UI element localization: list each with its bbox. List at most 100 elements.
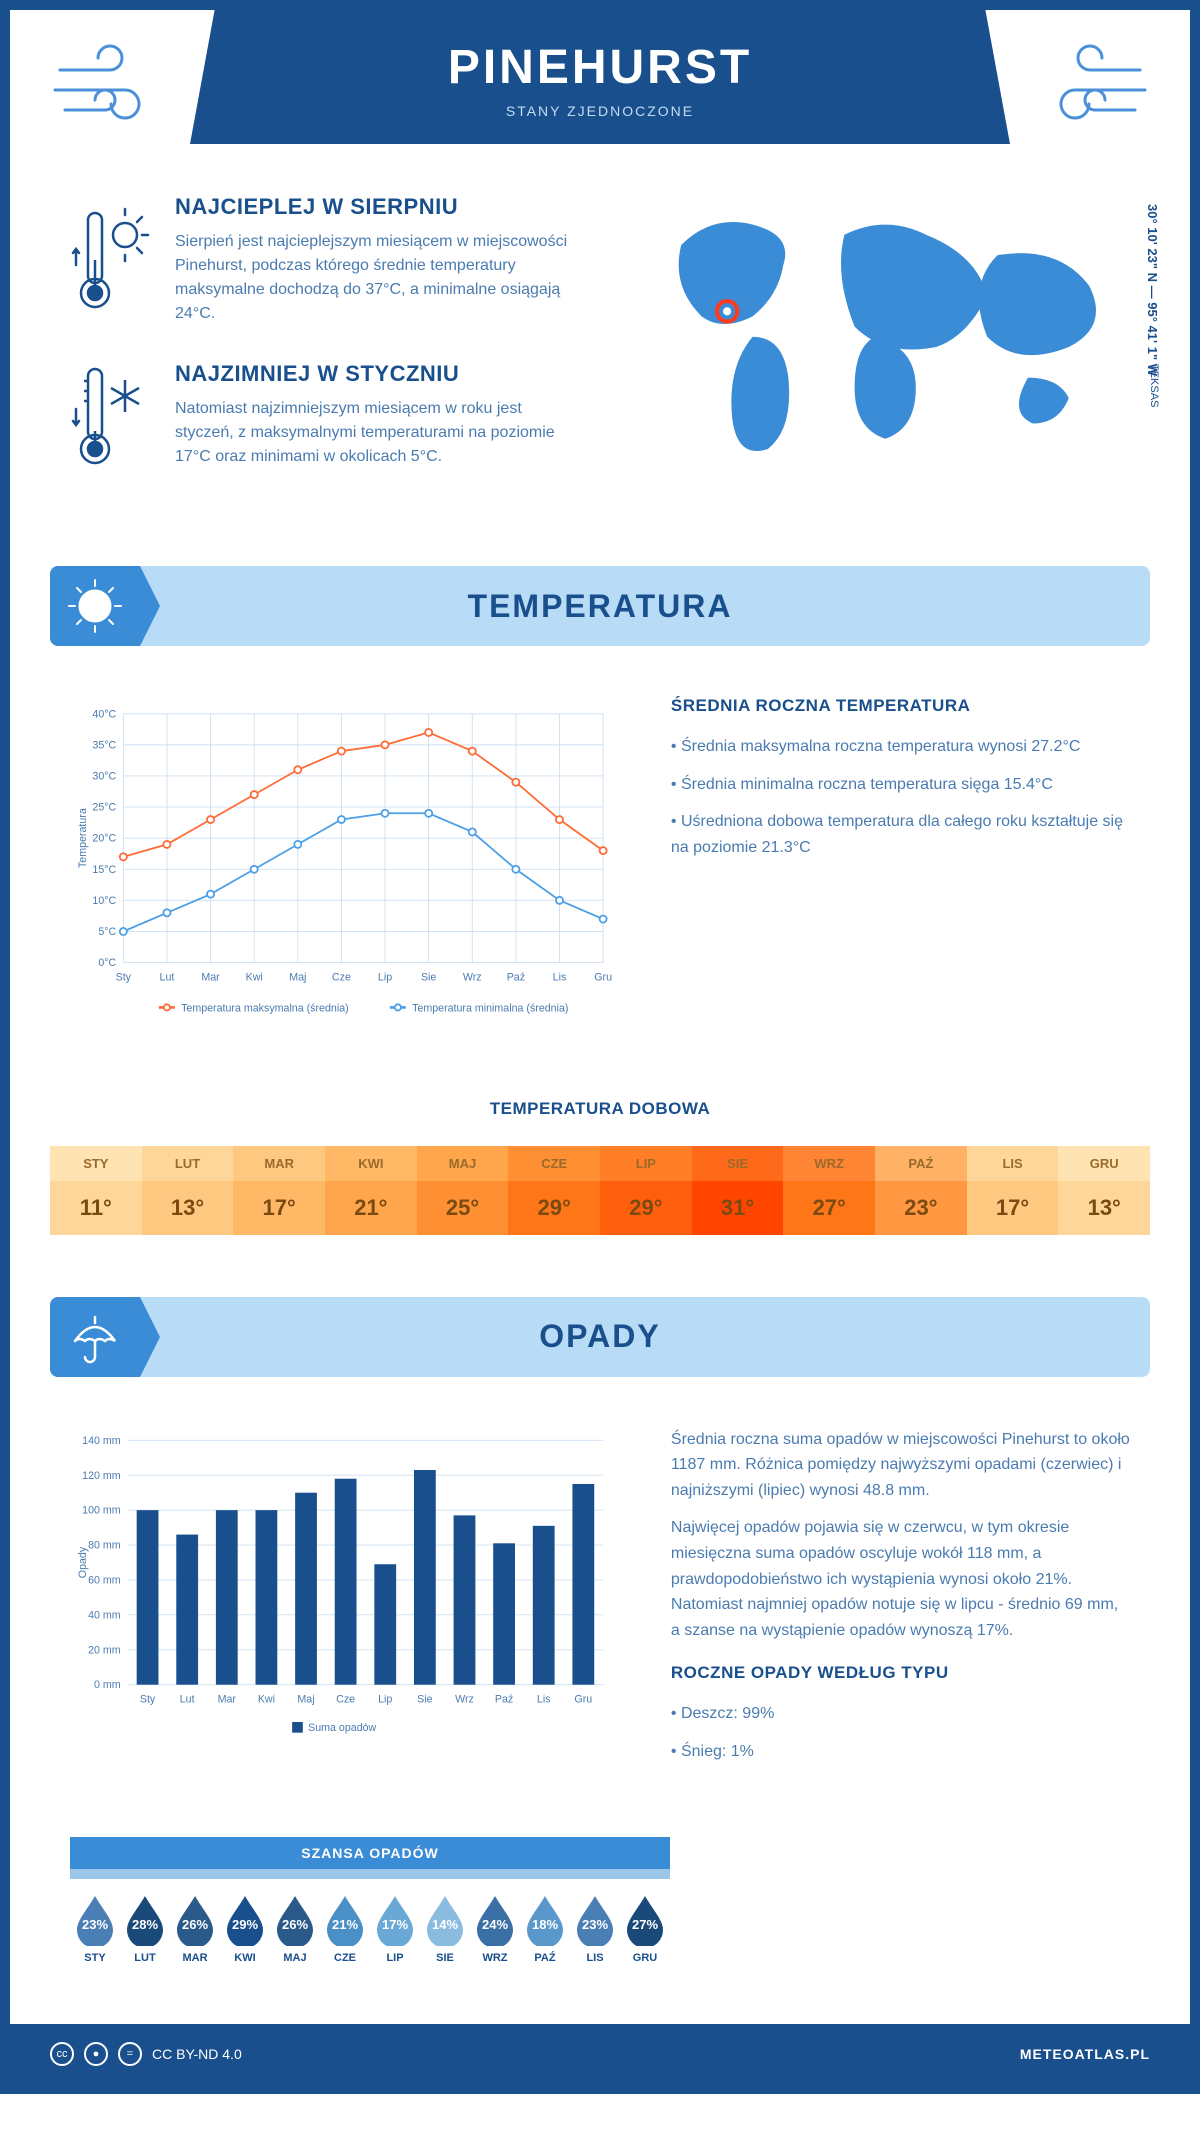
temp-summary-item: Średnia minimalna roczna temperatura się… (671, 772, 1130, 798)
chance-cell: 18%PAŹ (520, 1894, 570, 1964)
intro-row: NAJCIEPLEJ W SIERPNIU Sierpień jest najc… (10, 184, 1190, 546)
daily-temp-cell: LUT13° (142, 1134, 234, 1247)
chance-cell: 14%SIE (420, 1894, 470, 1964)
svg-text:Kwi: Kwi (258, 1693, 275, 1705)
thermometer-snowflake-icon (70, 361, 150, 471)
infographic-frame: PINEHURST STANY ZJEDNOCZONE NAJCIEPLEJ W… (0, 0, 1200, 2094)
world-map-icon (620, 194, 1130, 459)
svg-text:Temperatura: Temperatura (77, 808, 89, 868)
svg-text:Mar: Mar (218, 1693, 237, 1705)
precip-by-type: ROCZNE OPADY WEDŁUG TYPU Deszcz: 99%Śnie… (671, 1663, 1130, 1764)
svg-text:0 mm: 0 mm (94, 1679, 121, 1691)
svg-text:30°C: 30°C (92, 771, 116, 783)
fact-cold-text: Natomiast najzimniejszym miesiącem w rok… (175, 397, 580, 469)
daily-temp-cell: MAJ25° (417, 1134, 509, 1247)
region-label: TEKSAS (1148, 364, 1160, 407)
svg-text:20 mm: 20 mm (88, 1644, 121, 1656)
svg-text:80 mm: 80 mm (88, 1539, 121, 1551)
cc-icon: cc (50, 2042, 74, 2066)
svg-text:Temperatura maksymalna (średni: Temperatura maksymalna (średnia) (181, 1002, 349, 1014)
precip-chance-block: SZANSA OPADÓW 23%STY28%LUT26%MAR29%KWI26… (70, 1837, 670, 1974)
svg-text:40 mm: 40 mm (88, 1609, 121, 1621)
svg-text:Cze: Cze (332, 971, 351, 983)
footer-brand: METEOATLAS.PL (1020, 2046, 1150, 2062)
svg-text:Wrz: Wrz (455, 1693, 474, 1705)
chance-cell: 27%GRU (620, 1894, 670, 1964)
svg-text:Sty: Sty (140, 1693, 156, 1705)
city-title: PINEHURST (190, 40, 1010, 95)
footer-license: cc ● = CC BY-ND 4.0 (50, 2042, 242, 2066)
svg-text:Maj: Maj (289, 971, 306, 983)
svg-text:Lis: Lis (537, 1693, 551, 1705)
license-text: CC BY-ND 4.0 (152, 2046, 242, 2062)
temp-summary-title: ŚREDNIA ROCZNA TEMPERATURA (671, 696, 1130, 716)
temp-summary-list: Średnia maksymalna roczna temperatura wy… (671, 734, 1130, 860)
svg-text:Paź: Paź (507, 971, 525, 983)
svg-text:120 mm: 120 mm (82, 1469, 121, 1481)
raindrop-icon: 21% (323, 1894, 367, 1946)
coordinates-label: 30° 10' 23" N — 95° 41' 1" W (1145, 204, 1160, 376)
fact-coldest: NAJZIMNIEJ W STYCZNIU Natomiast najzimni… (70, 361, 580, 471)
daily-temp-cell: CZE29° (508, 1134, 600, 1247)
svg-text:Wrz: Wrz (463, 971, 482, 983)
nd-icon: = (118, 2042, 142, 2066)
precip-p1: Średnia roczna suma opadów w miejscowośc… (671, 1427, 1130, 1504)
svg-text:Temperatura minimalna (średnia: Temperatura minimalna (średnia) (412, 1002, 568, 1014)
fact-hot-text: Sierpień jest najcieplejszym miesiącem w… (175, 230, 580, 326)
svg-text:20°C: 20°C (92, 833, 116, 845)
temperature-section-title: TEMPERATURA (468, 588, 733, 625)
precipitation-chart: 0 mm20 mm40 mm60 mm80 mm100 mm120 mm140 … (70, 1427, 621, 1777)
daily-temp-cell: GRU13° (1058, 1134, 1150, 1247)
fact-hot-title: NAJCIEPLEJ W SIERPNIU (175, 194, 580, 220)
temperature-chart: 0°C5°C10°C15°C20°C25°C30°C35°C40°CStyLut… (70, 696, 621, 1039)
svg-text:10°C: 10°C (92, 895, 116, 907)
temp-summary-item: Uśredniona dobowa temperatura dla całego… (671, 809, 1130, 860)
daily-temp-cell: STY11° (50, 1134, 142, 1247)
raindrop-icon: 17% (373, 1894, 417, 1946)
chance-cell: 24%WRZ (470, 1894, 520, 1964)
svg-text:Lip: Lip (378, 1693, 392, 1705)
svg-text:Sie: Sie (417, 1693, 432, 1705)
fact-hottest: NAJCIEPLEJ W SIERPNIU Sierpień jest najc… (70, 194, 580, 326)
daily-temp-cell: LIP29° (600, 1134, 692, 1247)
precip-type-item: Śnieg: 1% (671, 1739, 1130, 1765)
chance-cell: 23%LIS (570, 1894, 620, 1964)
svg-text:Maj: Maj (297, 1693, 314, 1705)
precip-type-list: Deszcz: 99%Śnieg: 1% (671, 1701, 1130, 1764)
thermometer-sun-icon (70, 194, 150, 326)
raindrop-icon: 28% (123, 1894, 167, 1946)
temperature-content: 0°C5°C10°C15°C20°C25°C30°C35°C40°CStyLut… (10, 676, 1190, 1079)
svg-text:25°C: 25°C (92, 802, 116, 814)
chance-cell: 28%LUT (120, 1894, 170, 1964)
svg-text:5°C: 5°C (98, 926, 116, 938)
svg-text:Suma opadów: Suma opadów (308, 1722, 376, 1734)
daily-temp-cell: SIE31° (692, 1134, 784, 1247)
chance-cell: 23%STY (70, 1894, 120, 1964)
precipitation-content: 0 mm20 mm40 mm60 mm80 mm100 mm120 mm140 … (10, 1407, 1190, 1817)
svg-text:Gru: Gru (594, 971, 612, 983)
svg-text:100 mm: 100 mm (82, 1504, 121, 1516)
precip-type-title: ROCZNE OPADY WEDŁUG TYPU (671, 1663, 1130, 1683)
daily-temp-cell: MAR17° (233, 1134, 325, 1247)
raindrop-icon: 27% (623, 1894, 667, 1946)
raindrop-icon: 26% (173, 1894, 217, 1946)
temp-summary-item: Średnia maksymalna roczna temperatura wy… (671, 734, 1130, 760)
by-icon: ● (84, 2042, 108, 2066)
svg-text:Opady: Opady (77, 1546, 89, 1578)
svg-text:15°C: 15°C (92, 864, 116, 876)
raindrop-icon: 23% (73, 1894, 117, 1946)
svg-text:Paź: Paź (495, 1693, 513, 1705)
map-column: 30° 10' 23" N — 95° 41' 1" W TEKSAS (620, 194, 1130, 506)
precip-p2: Najwięcej opadów pojawia się w czerwcu, … (671, 1515, 1130, 1643)
daily-temp-cell: KWI21° (325, 1134, 417, 1247)
section-banner-precipitation: OPADY (50, 1297, 1150, 1377)
svg-text:Lip: Lip (378, 971, 392, 983)
svg-text:0°C: 0°C (98, 957, 116, 969)
precipitation-summary: Średnia roczna suma opadów w miejscowośc… (671, 1427, 1130, 1777)
chance-cell: 26%MAR (170, 1894, 220, 1964)
svg-text:Cze: Cze (336, 1693, 355, 1705)
umbrella-icon (50, 1297, 140, 1377)
raindrop-icon: 14% (423, 1894, 467, 1946)
chance-title: SZANSA OPADÓW (70, 1837, 670, 1869)
svg-text:Sie: Sie (421, 971, 436, 983)
